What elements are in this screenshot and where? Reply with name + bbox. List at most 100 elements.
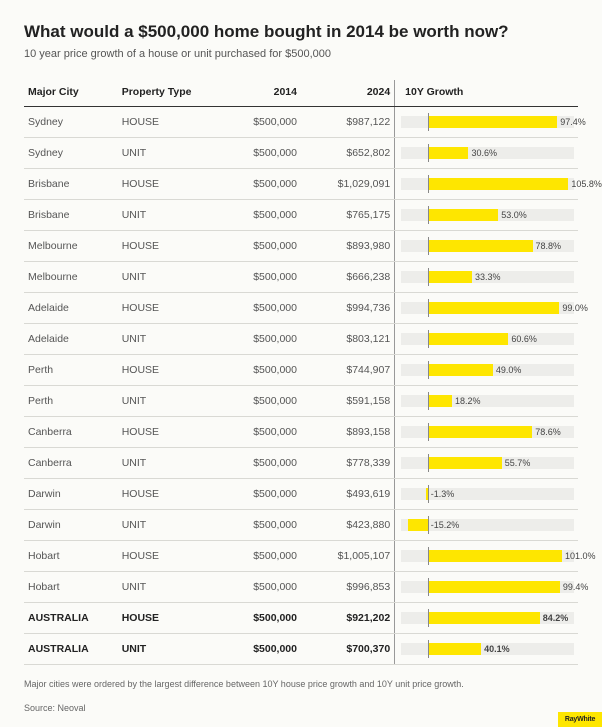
header-row: Major City Property Type 2014 2024 10Y G… xyxy=(24,80,578,107)
cell-2024: $987,122 xyxy=(301,107,395,138)
growth-label: 101.0% xyxy=(565,551,596,561)
growth-label: 97.4% xyxy=(560,117,586,127)
growth-label: 78.8% xyxy=(536,241,562,251)
table-row: CanberraUNIT$500,000$778,33955.7% xyxy=(24,448,578,479)
growth-bar: 49.0% xyxy=(401,363,574,377)
cell-city: Adelaide xyxy=(24,324,118,355)
growth-label: 99.4% xyxy=(563,582,589,592)
growth-label: 40.1% xyxy=(484,644,510,654)
cell-city: AUSTRALIA xyxy=(24,603,118,634)
cell-growth: 84.2% xyxy=(395,603,578,634)
cell-2014: $500,000 xyxy=(207,262,301,293)
cell-2024: $423,880 xyxy=(301,510,395,541)
cell-2024: $996,853 xyxy=(301,572,395,603)
growth-label: 99.0% xyxy=(562,303,588,313)
col-growth: 10Y Growth xyxy=(395,80,578,107)
cell-city: Canberra xyxy=(24,448,118,479)
table-row: HobartUNIT$500,000$996,85399.4% xyxy=(24,572,578,603)
table-row: BrisbaneUNIT$500,000$765,17553.0% xyxy=(24,200,578,231)
cell-2014: $500,000 xyxy=(207,603,301,634)
cell-2014: $500,000 xyxy=(207,107,301,138)
growth-bar: 97.4% xyxy=(401,115,574,129)
cell-2024: $778,339 xyxy=(301,448,395,479)
table-row: DarwinUNIT$500,000$423,880-15.2% xyxy=(24,510,578,541)
col-2014: 2014 xyxy=(207,80,301,107)
growth-bar: 78.6% xyxy=(401,425,574,439)
cell-growth: 40.1% xyxy=(395,634,578,665)
cell-type: UNIT xyxy=(118,386,208,417)
cell-2014: $500,000 xyxy=(207,231,301,262)
cell-growth: 49.0% xyxy=(395,355,578,386)
cell-2024: $493,619 xyxy=(301,479,395,510)
cell-growth: 33.3% xyxy=(395,262,578,293)
cell-growth: 53.0% xyxy=(395,200,578,231)
cell-city: Hobart xyxy=(24,572,118,603)
table-row: AUSTRALIAUNIT$500,000$700,37040.1% xyxy=(24,634,578,665)
growth-label: 18.2% xyxy=(455,396,481,406)
growth-bar: 55.7% xyxy=(401,456,574,470)
growth-label: 78.6% xyxy=(535,427,561,437)
growth-bar: 99.4% xyxy=(401,580,574,594)
table-row: MelbourneUNIT$500,000$666,23833.3% xyxy=(24,262,578,293)
cell-2014: $500,000 xyxy=(207,169,301,200)
cell-2024: $893,980 xyxy=(301,231,395,262)
growth-label: 55.7% xyxy=(505,458,531,468)
cell-type: HOUSE xyxy=(118,169,208,200)
growth-label: 33.3% xyxy=(475,272,501,282)
cell-type: HOUSE xyxy=(118,231,208,262)
growth-label: 30.6% xyxy=(471,148,497,158)
footnote: Major cities were ordered by the largest… xyxy=(24,679,578,689)
growth-label: 84.2% xyxy=(543,613,569,623)
table-row: HobartHOUSE$500,000$1,005,107101.0% xyxy=(24,541,578,572)
growth-bar: -15.2% xyxy=(401,518,574,532)
cell-growth: 18.2% xyxy=(395,386,578,417)
cell-type: HOUSE xyxy=(118,417,208,448)
growth-label: 49.0% xyxy=(496,365,522,375)
cell-city: Perth xyxy=(24,355,118,386)
cell-growth: -15.2% xyxy=(395,510,578,541)
cell-city: Darwin xyxy=(24,479,118,510)
cell-city: Melbourne xyxy=(24,231,118,262)
cell-growth: 99.4% xyxy=(395,572,578,603)
cell-growth: 30.6% xyxy=(395,138,578,169)
cell-2014: $500,000 xyxy=(207,293,301,324)
cell-growth: 101.0% xyxy=(395,541,578,572)
table-row: AUSTRALIAHOUSE$500,000$921,202 84.2% xyxy=(24,603,578,634)
growth-bar: 78.8% xyxy=(401,239,574,253)
cell-type: HOUSE xyxy=(118,479,208,510)
cell-growth: 60.6% xyxy=(395,324,578,355)
cell-city: Brisbane xyxy=(24,169,118,200)
cell-2024: $1,029,091 xyxy=(301,169,395,200)
source: Source: Neoval xyxy=(24,703,578,713)
cell-city: Melbourne xyxy=(24,262,118,293)
cell-type: UNIT xyxy=(118,138,208,169)
cell-city: Brisbane xyxy=(24,200,118,231)
cell-type: HOUSE xyxy=(118,355,208,386)
cell-2014: $500,000 xyxy=(207,324,301,355)
cell-city: Perth xyxy=(24,386,118,417)
cell-type: HOUSE xyxy=(118,541,208,572)
cell-type: HOUSE xyxy=(118,107,208,138)
cell-2024: $921,202 xyxy=(301,603,395,634)
cell-growth: 78.6% xyxy=(395,417,578,448)
table-row: AdelaideHOUSE$500,000$994,73699.0% xyxy=(24,293,578,324)
cell-type: UNIT xyxy=(118,448,208,479)
cell-city: Darwin xyxy=(24,510,118,541)
cell-2014: $500,000 xyxy=(207,634,301,665)
growth-bar: 99.0% xyxy=(401,301,574,315)
col-2024: 2024 xyxy=(301,80,395,107)
cell-type: HOUSE xyxy=(118,603,208,634)
cell-growth: 105.8% xyxy=(395,169,578,200)
growth-label: 105.8% xyxy=(571,179,602,189)
cell-2014: $500,000 xyxy=(207,200,301,231)
infographic-container: What would a $500,000 home bought in 201… xyxy=(0,0,602,727)
subtitle: 10 year price growth of a house or unit … xyxy=(24,48,578,60)
growth-label: 53.0% xyxy=(501,210,527,220)
cell-2014: $500,000 xyxy=(207,572,301,603)
cell-2024: $744,907 xyxy=(301,355,395,386)
table-row: SydneyUNIT$500,000$652,80230.6% xyxy=(24,138,578,169)
cell-city: Canberra xyxy=(24,417,118,448)
table-row: CanberraHOUSE$500,000$893,15878.6% xyxy=(24,417,578,448)
growth-bar: 40.1% xyxy=(401,642,574,656)
cell-city: Hobart xyxy=(24,541,118,572)
